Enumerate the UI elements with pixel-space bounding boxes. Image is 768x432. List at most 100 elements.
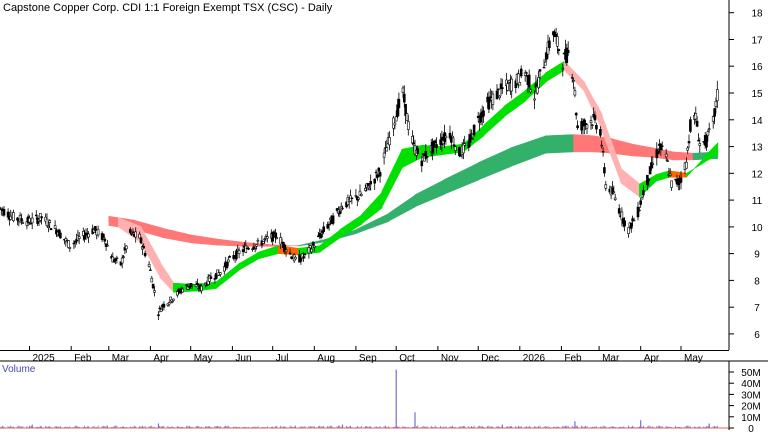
candle [227, 256, 230, 267]
candle [288, 248, 292, 256]
candle [122, 255, 125, 259]
candle [600, 140, 604, 149]
candle-body [695, 120, 699, 127]
candle [241, 244, 245, 257]
candle-body [235, 250, 238, 260]
candle-body [138, 233, 141, 239]
candle-body [394, 116, 398, 122]
chart-title: Capstone Copper Corp. CDI 1:1 Foreign Ex… [3, 2, 333, 14]
candle-body [713, 108, 716, 117]
short-band-segment [361, 191, 383, 225]
candle-body [640, 197, 644, 200]
candle-body [310, 248, 313, 253]
candle-body [308, 245, 312, 249]
price-tick-label: 9 [754, 250, 760, 261]
candle-body [288, 252, 292, 255]
candle-body [459, 155, 463, 157]
candle-body [237, 250, 241, 254]
candle [209, 272, 213, 279]
candle-body [589, 120, 593, 124]
candle-body [420, 160, 424, 167]
candle [300, 252, 304, 260]
candle-body [590, 124, 594, 127]
candle-body [421, 153, 425, 156]
candle-body [327, 223, 331, 226]
candle-body [312, 245, 316, 248]
candle [68, 247, 72, 252]
candle [689, 116, 692, 134]
candle-body [219, 272, 222, 275]
candle [157, 311, 160, 320]
candle-body [125, 245, 128, 250]
candle [235, 248, 238, 261]
candle-body [16, 217, 19, 221]
price-tick-label: 12 [751, 169, 763, 180]
candle-body [491, 93, 495, 105]
candle-body [451, 135, 454, 138]
candle-body [424, 151, 428, 159]
candle [432, 140, 436, 155]
short-band-segment [483, 105, 505, 137]
candle-body [357, 197, 360, 200]
candle-body [604, 184, 608, 189]
candle-body [82, 231, 85, 236]
candle-body [435, 144, 438, 148]
candle-body [275, 237, 279, 240]
candle-body [338, 211, 342, 215]
candle [237, 247, 241, 259]
candle [350, 197, 354, 205]
candle-body [134, 231, 137, 238]
candle [265, 231, 269, 243]
candle-body [393, 122, 397, 126]
candle-body [122, 256, 125, 258]
candle-body [190, 283, 194, 286]
candle-body [432, 140, 436, 148]
candle [129, 227, 132, 235]
candle [537, 70, 540, 89]
volume-tick-label: 40M [741, 379, 760, 390]
price-tick-label: 13 [751, 143, 763, 154]
candle-body [157, 314, 160, 317]
long-band-segment [545, 134, 575, 154]
date-tick-label: Feb [564, 353, 582, 364]
candle [707, 122, 711, 133]
candle [444, 133, 448, 145]
candle [9, 209, 12, 221]
date-tick-label: Dec [481, 353, 499, 364]
candle-body [48, 220, 52, 223]
candle [557, 48, 561, 56]
candle [496, 88, 500, 96]
date-tick-label: Mar [602, 353, 620, 364]
candle-body [507, 80, 511, 83]
candle-body [518, 82, 522, 86]
candle [472, 124, 476, 137]
candle-body [83, 235, 86, 240]
candle [103, 236, 107, 245]
price-tick-label: 17 [751, 36, 763, 47]
candle-body [331, 215, 335, 224]
candle-body [378, 172, 382, 177]
candle [404, 103, 407, 124]
candle [695, 116, 699, 128]
candle-body [149, 269, 152, 271]
candle-body [322, 226, 326, 233]
candle-body [664, 153, 668, 158]
candle [213, 274, 217, 284]
candle [115, 255, 119, 264]
candle-body [557, 49, 561, 52]
date-tick-label: Mar [112, 353, 130, 364]
candle [53, 220, 57, 230]
candle [275, 232, 279, 240]
candle-body [462, 143, 465, 154]
candle [236, 244, 239, 252]
candle-body [130, 233, 133, 235]
candle-body [319, 233, 323, 239]
price-tick-label: 10 [751, 223, 763, 234]
candle-body [49, 228, 53, 231]
candle-body [416, 148, 420, 154]
candle-body [573, 90, 577, 96]
candle-body [299, 258, 303, 262]
candle-body [302, 256, 305, 258]
candle-body [500, 87, 504, 90]
candle [668, 168, 672, 177]
